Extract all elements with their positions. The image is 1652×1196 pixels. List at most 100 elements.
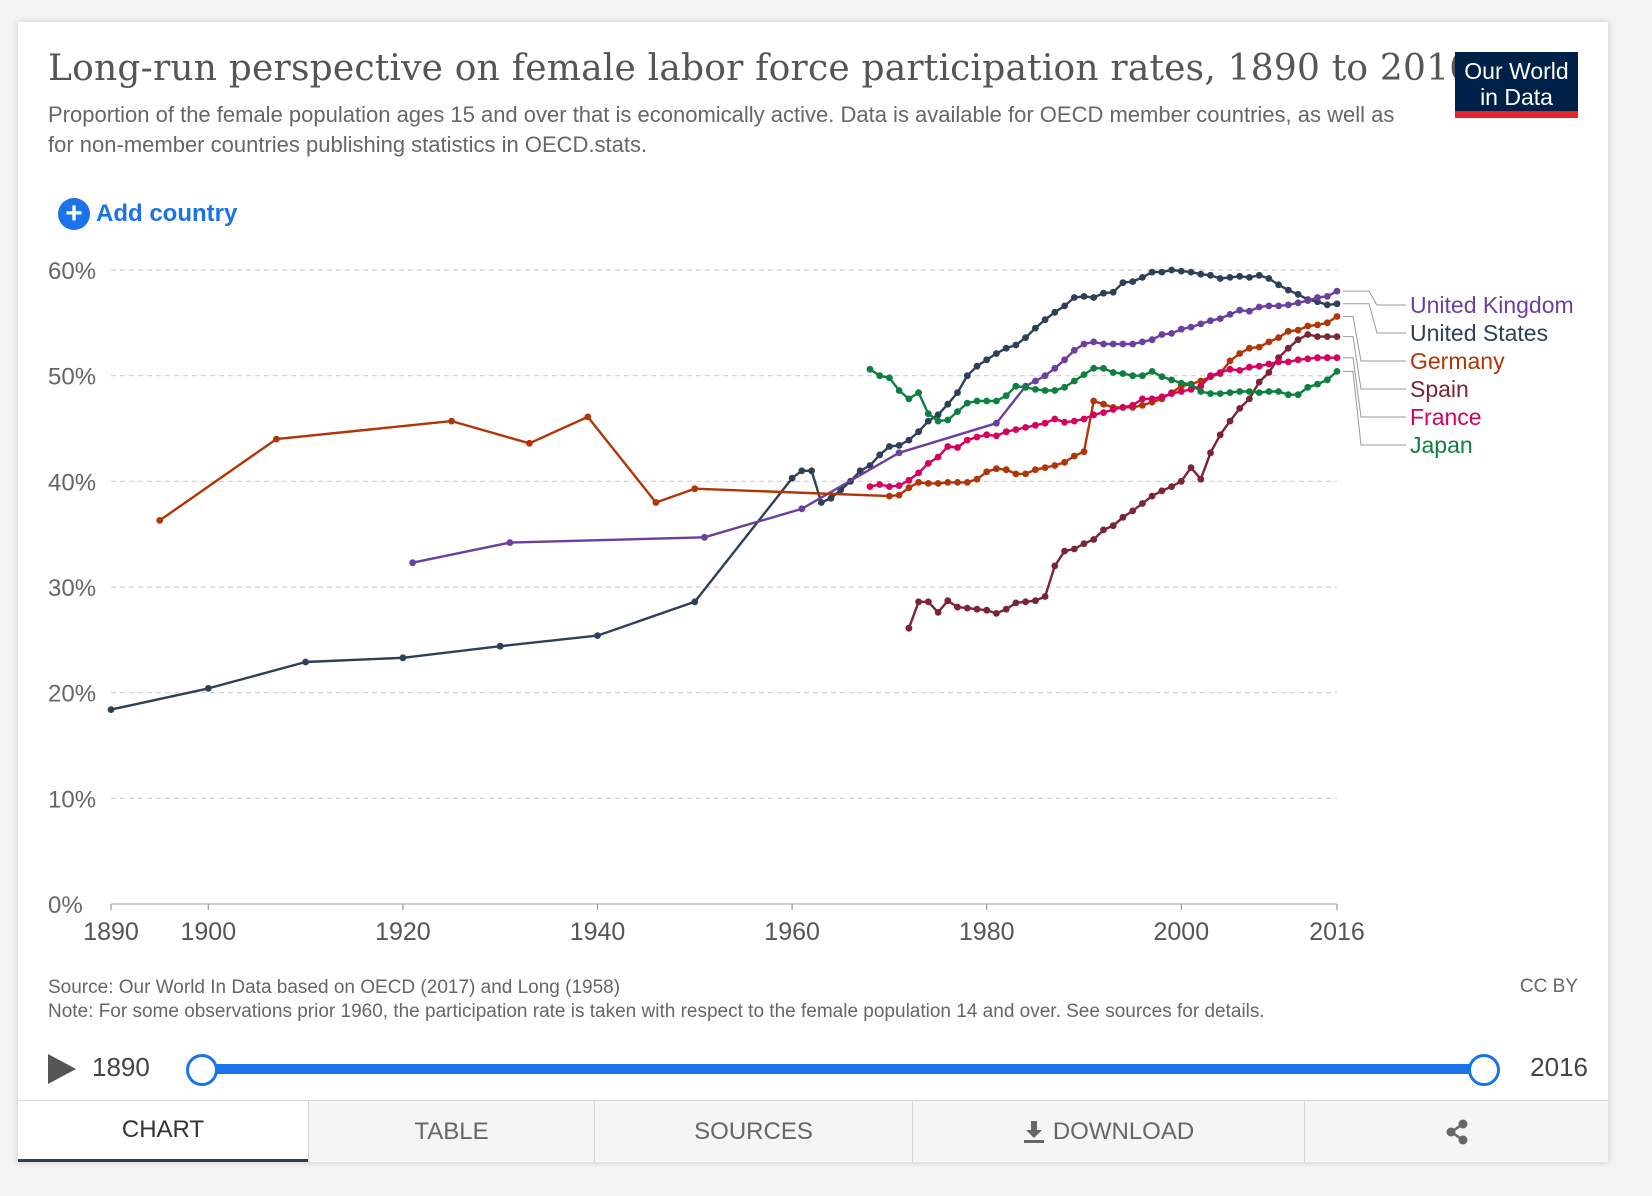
tab-sources[interactable]: SOURCES: [594, 1101, 912, 1162]
data-point: [1323, 293, 1331, 300]
data-point: [934, 609, 942, 616]
timeline-start-handle[interactable]: [186, 1054, 218, 1086]
data-point: [1255, 303, 1263, 311]
x-tick-label: 1920: [375, 918, 431, 946]
data-point: [993, 397, 1000, 405]
data-point: [701, 533, 708, 541]
data-point: [1070, 417, 1078, 425]
data-point: [1187, 464, 1195, 471]
data-point: [905, 395, 913, 403]
data-point: [866, 483, 874, 490]
download-icon: [1023, 1121, 1044, 1143]
data-point: [1051, 308, 1059, 316]
data-point: [1100, 289, 1107, 297]
data-point: [1216, 390, 1224, 397]
data-point: [1187, 268, 1195, 276]
data-point: [1119, 279, 1127, 287]
note-line: Note: For some observations prior 1960, …: [48, 1001, 1265, 1022]
data-point: [905, 436, 913, 444]
data-point: [1002, 466, 1010, 474]
data-point: [1041, 419, 1049, 427]
data-point: [973, 605, 981, 613]
legend-label: United Kingdom: [1410, 292, 1574, 318]
data-point: [1061, 356, 1068, 364]
legend-connector: [1343, 290, 1406, 306]
data-point: [886, 483, 893, 490]
data-point: [1216, 369, 1224, 376]
data-point: [1187, 323, 1195, 331]
data-point: [983, 606, 991, 614]
data-point: [915, 428, 922, 436]
data-point: [963, 479, 971, 486]
y-tick-label: 60%: [48, 258, 96, 285]
legend-connector: [1343, 303, 1406, 334]
data-point: [1275, 388, 1282, 395]
data-point: [993, 432, 1000, 440]
timeline-track[interactable]: [186, 1054, 1500, 1086]
data-point: [1284, 327, 1292, 335]
data-point: [1294, 290, 1302, 298]
data-point: [944, 479, 952, 486]
data-point: [1070, 452, 1078, 460]
chart-subtitle: Proportion of the female population ages…: [48, 102, 1395, 157]
data-point: [1070, 346, 1078, 354]
data-point: [1080, 371, 1088, 378]
data-point: [1139, 401, 1146, 409]
owid-logo[interactable]: Our World in Data: [1455, 52, 1578, 118]
data-point: [1323, 333, 1331, 340]
data-point: [1158, 393, 1166, 401]
data-point: [1168, 390, 1175, 397]
data-point: [983, 431, 991, 439]
data-point: [973, 397, 981, 405]
chart-card: Long-run perspective on female labor for…: [18, 22, 1608, 1162]
data-point: [1275, 302, 1282, 310]
tab-download[interactable]: DOWNLOAD: [912, 1101, 1304, 1162]
chart-title: Long-run perspective on female labor for…: [48, 48, 1473, 89]
y-tick-label: 50%: [48, 364, 96, 391]
data-point: [954, 603, 961, 611]
data-point: [1022, 598, 1029, 606]
data-point: [1294, 299, 1302, 307]
data-point: [934, 411, 942, 419]
tab-table[interactable]: TABLE: [308, 1101, 594, 1162]
data-point: [924, 598, 932, 606]
data-point: [1129, 507, 1137, 515]
data-point: [1139, 395, 1146, 403]
data-point: [399, 654, 407, 662]
data-point: [204, 685, 212, 692]
data-point: [954, 389, 961, 396]
play-icon[interactable]: [48, 1054, 76, 1084]
data-point: [905, 484, 913, 492]
data-point: [1109, 369, 1117, 376]
data-point: [944, 400, 952, 408]
data-point: [1041, 464, 1049, 471]
data-point: [1275, 334, 1282, 341]
data-point: [652, 499, 660, 506]
timeline-end-handle[interactable]: [1468, 1054, 1500, 1086]
x-tick-label: 1890: [83, 918, 139, 946]
data-point: [1265, 360, 1273, 368]
data-point: [788, 474, 796, 482]
data-point: [506, 539, 514, 546]
data-point: [496, 642, 504, 650]
data-point: [1177, 325, 1185, 333]
data-point: [1080, 293, 1088, 300]
add-country-button[interactable]: + Add country: [58, 198, 237, 230]
data-point: [1139, 500, 1146, 507]
y-tick-label: 30%: [48, 575, 96, 602]
data-point: [1032, 377, 1039, 385]
data-point: [1207, 390, 1214, 397]
data-point: [1284, 358, 1292, 366]
license-link[interactable]: CC BY: [1519, 976, 1578, 997]
data-point: [1236, 367, 1244, 374]
tab-share[interactable]: [1304, 1101, 1608, 1162]
data-point: [1284, 286, 1292, 294]
data-point: [1090, 536, 1098, 543]
x-tick-label: 1940: [570, 918, 626, 946]
data-point: [1255, 343, 1263, 351]
data-point: [1002, 605, 1010, 613]
data-point: [1080, 415, 1088, 423]
data-point: [1119, 370, 1127, 377]
tab-chart[interactable]: CHART: [18, 1101, 308, 1162]
data-point: [1119, 513, 1127, 521]
